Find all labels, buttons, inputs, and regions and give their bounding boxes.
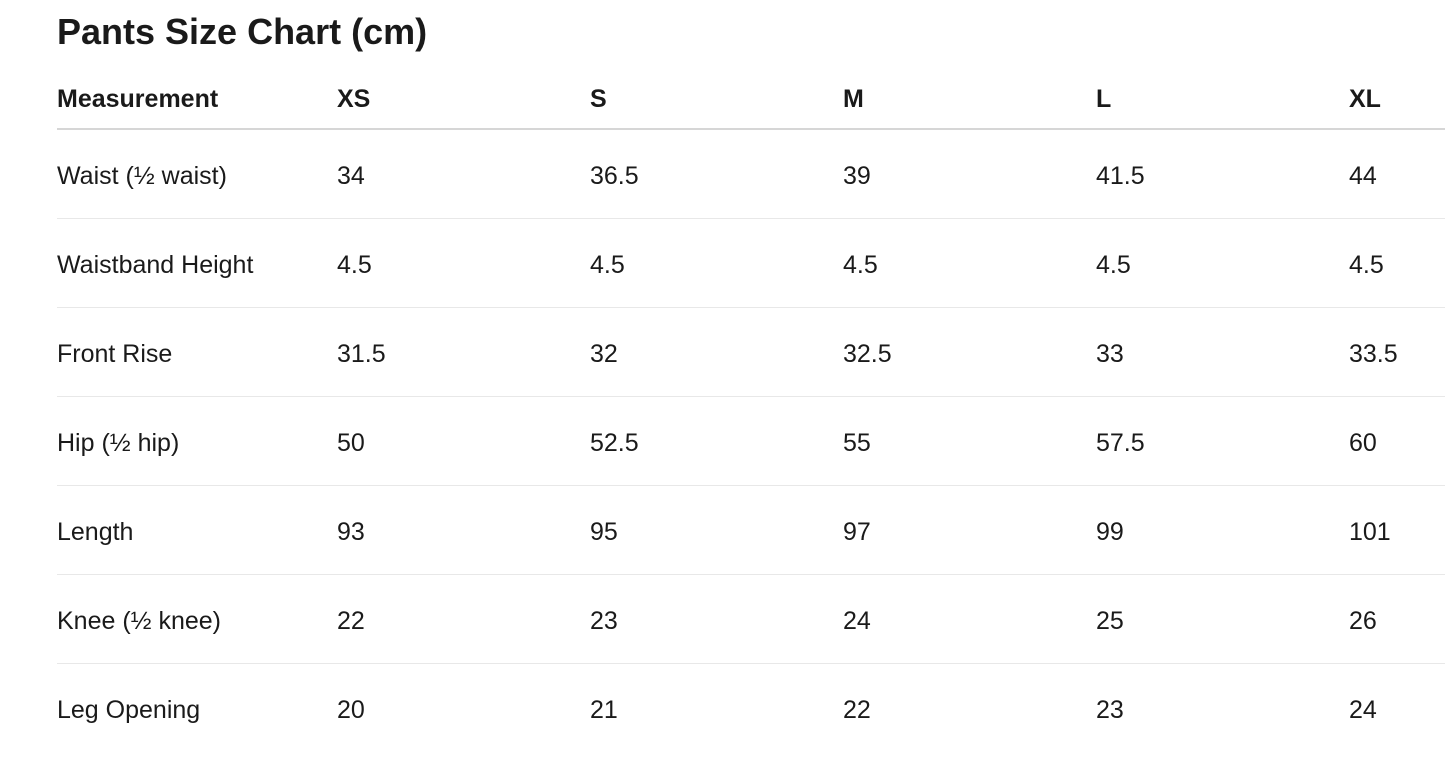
size-value: 101 — [1349, 518, 1391, 546]
row-label: Hip (½ hip) — [57, 429, 180, 457]
size-value: 36.5 — [590, 162, 639, 190]
page-title: Pants Size Chart (cm) — [57, 11, 428, 52]
row-divider — [57, 396, 1445, 397]
size-value: 52.5 — [590, 429, 639, 457]
size-value: 4.5 — [590, 251, 625, 279]
size-value: 60 — [1349, 429, 1377, 457]
size-value: 22 — [337, 607, 365, 635]
column-header: XS — [337, 85, 371, 113]
row-divider — [57, 574, 1445, 575]
size-value: 21 — [590, 696, 618, 724]
column-header: M — [843, 85, 864, 113]
size-value: 95 — [590, 518, 618, 546]
header-divider — [57, 128, 1445, 130]
size-value: 24 — [1349, 696, 1377, 724]
row-label: Waist (½ waist) — [57, 162, 227, 190]
size-value: 24 — [843, 607, 871, 635]
size-value: 4.5 — [1349, 251, 1384, 279]
row-divider — [57, 663, 1445, 664]
row-label: Front Rise — [57, 340, 173, 368]
size-value: 57.5 — [1096, 429, 1145, 457]
row-divider — [57, 218, 1445, 219]
size-value: 97 — [843, 518, 871, 546]
size-value: 31.5 — [337, 340, 386, 368]
size-value: 23 — [590, 607, 618, 635]
size-value: 41.5 — [1096, 162, 1145, 190]
size-value: 26 — [1349, 607, 1377, 635]
row-label: Length — [57, 518, 134, 546]
row-label: Leg Opening — [57, 696, 201, 724]
row-divider — [57, 307, 1445, 308]
size-value: 33.5 — [1349, 340, 1398, 368]
column-header: L — [1096, 85, 1112, 113]
size-value: 22 — [843, 696, 871, 724]
size-value: 34 — [337, 162, 365, 190]
size-value: 32.5 — [843, 340, 892, 368]
size-value: 20 — [337, 696, 365, 724]
size-value: 99 — [1096, 518, 1124, 546]
row-label: Waistband Height — [57, 251, 254, 279]
size-value: 33 — [1096, 340, 1124, 368]
column-header: S — [590, 85, 607, 113]
size-value: 50 — [337, 429, 365, 457]
size-value: 4.5 — [1096, 251, 1131, 279]
row-label: Knee (½ knee) — [57, 607, 221, 635]
size-value: 93 — [337, 518, 365, 546]
size-value: 25 — [1096, 607, 1124, 635]
column-header: Measurement — [57, 85, 219, 113]
row-divider — [57, 485, 1445, 486]
size-value: 55 — [843, 429, 871, 457]
size-value: 23 — [1096, 696, 1124, 724]
size-value: 4.5 — [337, 251, 372, 279]
column-header: XL — [1349, 85, 1381, 113]
size-value: 32 — [590, 340, 618, 368]
size-value: 4.5 — [843, 251, 878, 279]
size-value: 39 — [843, 162, 871, 190]
size-value: 44 — [1349, 162, 1377, 190]
